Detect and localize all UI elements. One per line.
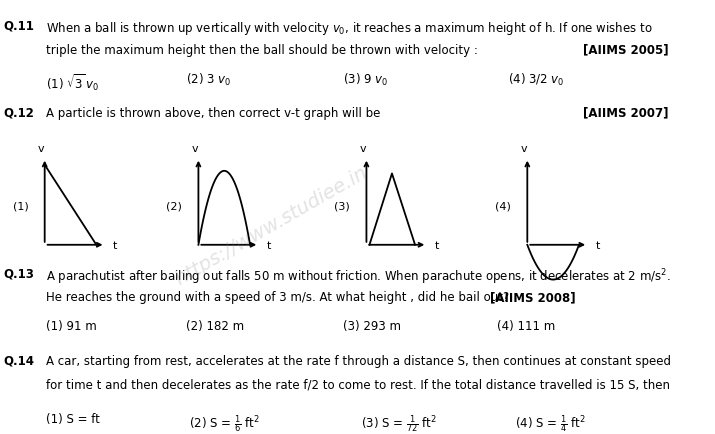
Text: (3) 293 m: (3) 293 m bbox=[343, 319, 401, 332]
Text: [AIIMS 2007]: [AIIMS 2007] bbox=[583, 106, 669, 119]
Text: (1) S = ft: (1) S = ft bbox=[46, 412, 100, 425]
Text: t: t bbox=[267, 240, 271, 250]
Text: t: t bbox=[113, 240, 117, 250]
Text: https://www.studiee.in: https://www.studiee.in bbox=[172, 163, 371, 289]
Text: v: v bbox=[521, 144, 527, 154]
Text: A parachutist after bailing out falls 50 m without friction. When parachute open: A parachutist after bailing out falls 50… bbox=[46, 267, 671, 286]
Text: (3): (3) bbox=[335, 201, 350, 211]
Text: Q.14: Q.14 bbox=[4, 354, 34, 367]
Text: (1): (1) bbox=[12, 201, 29, 211]
Text: v: v bbox=[360, 144, 366, 154]
Text: (3) 9 $v_0$: (3) 9 $v_0$ bbox=[343, 72, 388, 88]
Text: [AIIMS 2005]: [AIIMS 2005] bbox=[583, 43, 669, 56]
Text: (2) S = $\frac{1}{6}$ ft$^2$: (2) S = $\frac{1}{6}$ ft$^2$ bbox=[189, 412, 260, 434]
Text: Q.11: Q.11 bbox=[4, 20, 34, 33]
Text: (2) 182 m: (2) 182 m bbox=[186, 319, 244, 332]
Text: (4): (4) bbox=[495, 201, 511, 211]
Text: t: t bbox=[435, 240, 439, 250]
Text: (1) $\sqrt{3}\,v_0$: (1) $\sqrt{3}\,v_0$ bbox=[46, 72, 99, 92]
Text: (2) 3 $v_0$: (2) 3 $v_0$ bbox=[186, 72, 231, 88]
Text: A car, starting from rest, accelerates at the rate f through a distance S, then : A car, starting from rest, accelerates a… bbox=[46, 354, 671, 367]
Text: When a ball is thrown up vertically with velocity $v_0$, it reaches a maximum he: When a ball is thrown up vertically with… bbox=[46, 20, 653, 36]
Text: for time t and then decelerates as the rate f/2 to come to rest. If the total di: for time t and then decelerates as the r… bbox=[46, 378, 671, 391]
Text: (3) S = $\frac{1}{72}$ ft$^2$: (3) S = $\frac{1}{72}$ ft$^2$ bbox=[361, 412, 437, 434]
Text: (1) 91 m: (1) 91 m bbox=[46, 319, 97, 332]
Text: v: v bbox=[38, 144, 44, 154]
Text: (2): (2) bbox=[167, 201, 182, 211]
Text: Q.13: Q.13 bbox=[4, 267, 34, 280]
Text: [AIIMS 2008]: [AIIMS 2008] bbox=[490, 291, 576, 304]
Text: t: t bbox=[596, 240, 600, 250]
Text: (4) 3/2 $v_0$: (4) 3/2 $v_0$ bbox=[508, 72, 564, 88]
Text: Q.12: Q.12 bbox=[4, 106, 34, 119]
Text: A particle is thrown above, then correct v-t graph will be: A particle is thrown above, then correct… bbox=[46, 106, 381, 119]
Text: (4) S = $\frac{1}{4}$ ft$^2$: (4) S = $\frac{1}{4}$ ft$^2$ bbox=[515, 412, 586, 434]
Text: (4) 111 m: (4) 111 m bbox=[497, 319, 555, 332]
Text: v: v bbox=[192, 144, 198, 154]
Text: He reaches the ground with a speed of 3 m/s. At what height , did he bail out?: He reaches the ground with a speed of 3 … bbox=[46, 291, 510, 304]
Text: triple the maximum height then the ball should be thrown with velocity :: triple the maximum height then the ball … bbox=[46, 43, 478, 56]
